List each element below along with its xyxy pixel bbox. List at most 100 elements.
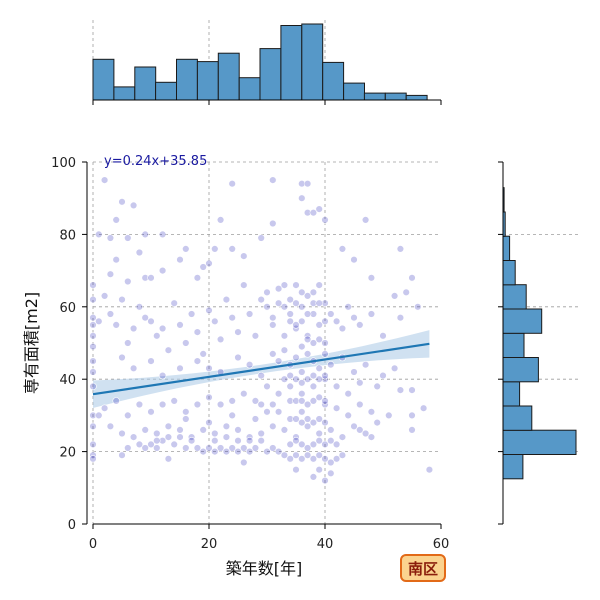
- scatter-point: [199, 447, 207, 456]
- top-histogram-bar: [363, 92, 386, 101]
- scatter-point: [332, 404, 341, 412]
- scatter-point: [118, 353, 126, 362]
- scatter-point: [280, 426, 289, 434]
- scatter-point: [141, 230, 149, 239]
- scatter-point: [280, 303, 289, 311]
- scatter-point: [228, 314, 236, 322]
- scatter-point: [379, 332, 387, 340]
- scatter-point: [309, 455, 318, 463]
- scatter-point: [199, 426, 207, 434]
- scatter-point: [89, 382, 97, 391]
- scatter-point: [338, 245, 347, 253]
- scatter-point: [112, 397, 120, 405]
- scatter-point: [321, 317, 329, 325]
- scatter-point: [240, 444, 248, 452]
- scatter-point: [141, 314, 149, 322]
- scatter-point: [106, 270, 115, 278]
- scatter-point: [222, 422, 231, 430]
- scatter-point: [124, 339, 132, 347]
- scatter-point: [135, 440, 144, 449]
- scatter-point: [240, 252, 248, 260]
- scatter-point: [245, 361, 254, 369]
- scatter-point: [298, 390, 306, 398]
- scatter-point: [298, 317, 306, 325]
- scatter-point: [344, 390, 352, 398]
- right-histogram-bar: [502, 357, 539, 383]
- scatter-point: [205, 393, 213, 401]
- scatter-point: [309, 299, 318, 307]
- scatter-point: [338, 433, 347, 441]
- scatter-point: [303, 415, 312, 423]
- scatter-point: [89, 440, 97, 449]
- scatter-point: [356, 321, 364, 329]
- scatter-point: [356, 426, 364, 434]
- scatter-point: [89, 422, 97, 430]
- scatter-point: [367, 310, 376, 318]
- scatter-point: [269, 321, 277, 329]
- scatter-point: [327, 458, 335, 467]
- scatter-point: [396, 245, 405, 253]
- scatter-point: [170, 299, 178, 307]
- scatter-point: [118, 429, 126, 438]
- scatter-point: [234, 328, 242, 336]
- scatter-point: [292, 451, 300, 459]
- scatter-point: [170, 440, 178, 449]
- scatter-point: [263, 303, 271, 311]
- scatter-point: [182, 408, 190, 416]
- scatter-point: [361, 216, 370, 224]
- scatter-point: [373, 418, 381, 427]
- scatter-point: [147, 274, 155, 282]
- scatter-point: [199, 263, 207, 271]
- scatter-point: [408, 386, 416, 394]
- district-badge: 南区: [400, 554, 446, 582]
- top-histogram-bar: [176, 58, 198, 101]
- scatter-point: [269, 314, 277, 322]
- scatter-point: [280, 346, 289, 354]
- scatter-point: [95, 411, 103, 420]
- scatter-point: [211, 245, 219, 253]
- scatter-point: [135, 248, 144, 257]
- top-histogram-ticks: [92, 100, 442, 105]
- scatter-point: [298, 303, 306, 311]
- top-histogram-bar: [113, 86, 136, 101]
- scatter-point: [89, 411, 97, 420]
- y-tick-label: 100: [51, 156, 76, 171]
- scatter-point: [298, 288, 306, 296]
- y-tick-label: 80: [59, 228, 76, 243]
- scatter-point: [396, 314, 405, 322]
- scatter-point: [124, 444, 132, 452]
- y-tick-label: 60: [59, 301, 76, 316]
- scatter-point: [373, 382, 381, 391]
- scatter-point: [263, 447, 271, 456]
- scatter-point: [321, 455, 329, 463]
- scatter-point: [153, 437, 161, 445]
- x-tick-label: 20: [201, 537, 218, 552]
- scatter-point: [390, 364, 399, 372]
- scatter-point: [228, 245, 236, 253]
- scatter-point: [158, 437, 167, 445]
- y-tick-label: 20: [59, 446, 76, 461]
- scatter-point: [176, 433, 184, 441]
- scatter-point: [309, 310, 318, 318]
- scatter-point: [129, 364, 138, 372]
- scatter-point: [153, 429, 161, 438]
- right-histogram-bar: [502, 308, 543, 334]
- scatter-point: [332, 440, 341, 449]
- scatter-point: [332, 455, 341, 463]
- scatter-point: [263, 382, 271, 391]
- scatter-point: [298, 455, 306, 463]
- top-histogram-bar: [92, 58, 115, 101]
- top-histogram-bar: [134, 66, 157, 101]
- scatter-point: [303, 444, 312, 452]
- scatter-point: [280, 281, 289, 289]
- scatter-point: [228, 397, 236, 405]
- scatter-panel: 0 20 40 60 0 20 40 60 80 100 y=0.24x+35.85: [51, 154, 449, 552]
- top-histogram-bar: [259, 48, 282, 101]
- scatter-point: [269, 422, 277, 430]
- scatter-point: [100, 176, 109, 184]
- scatter-point: [385, 411, 393, 420]
- scatter-point: [321, 397, 329, 405]
- scatter-point: [112, 256, 120, 264]
- scatter-point: [292, 281, 300, 289]
- scatter-point: [361, 429, 370, 438]
